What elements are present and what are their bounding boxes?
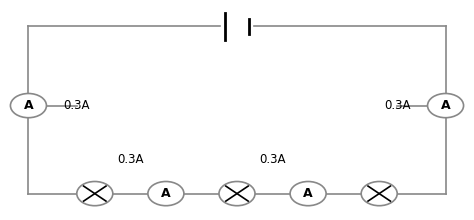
Text: 0.3A: 0.3A [117,153,144,166]
Text: A: A [303,187,313,200]
Text: A: A [24,99,33,112]
Text: A: A [161,187,171,200]
Ellipse shape [290,182,326,206]
Ellipse shape [219,182,255,206]
Ellipse shape [77,182,113,206]
Ellipse shape [428,94,464,118]
Ellipse shape [148,182,184,206]
Text: A: A [441,99,450,112]
Text: 0.3A: 0.3A [384,99,411,112]
Text: 0.3A: 0.3A [63,99,90,112]
Ellipse shape [361,182,397,206]
Ellipse shape [10,94,46,118]
Text: 0.3A: 0.3A [259,153,286,166]
